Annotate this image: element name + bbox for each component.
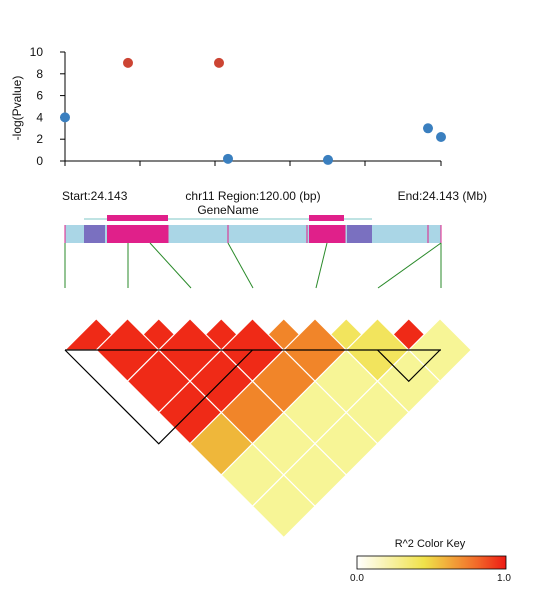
- ld-cell: [251, 474, 316, 539]
- start-label: Start:24.143: [62, 189, 128, 203]
- significant-snp-point: [123, 57, 133, 68]
- y-tick-label: 4: [36, 110, 43, 124]
- utr-block: [84, 225, 105, 243]
- gene-name-label: GeneName: [197, 203, 259, 217]
- color-key-bar: [356, 555, 507, 570]
- color-key-max-label: 1.0: [497, 573, 511, 584]
- gene-strand-marker-right: [309, 215, 344, 221]
- ld-block-outline: [377, 349, 441, 383]
- y-tick-label: 0: [36, 154, 43, 168]
- snp-point: [436, 132, 446, 143]
- snp-point: [423, 123, 433, 134]
- end-label: End:24.143 (Mb): [398, 189, 487, 203]
- snp-link-line: [149, 242, 192, 289]
- color-key-min-label: 0.0: [350, 573, 364, 584]
- gene-track: [64, 215, 442, 243]
- color-key-title: R^2 Color Key: [395, 538, 466, 550]
- y-tick-label: 2: [36, 132, 43, 146]
- x-ticks: [64, 161, 442, 166]
- gene-strand-marker: [107, 215, 168, 221]
- exon-block: [309, 225, 345, 243]
- y-ticks: 0 2 4 6 8 10: [30, 45, 65, 168]
- y-tick-label: 10: [30, 45, 44, 59]
- manhattan-plot: 0 2 4 6 8 10 -log(Pvalue): [10, 45, 446, 168]
- ld-block-outline: [64, 349, 253, 445]
- significant-snp-point: [214, 57, 224, 68]
- ld-border: [64, 349, 441, 445]
- y-tick-label: 6: [36, 89, 43, 103]
- snp-point: [323, 154, 333, 165]
- ld-heatmap: [95, 317, 473, 539]
- snp-position-ticks: [64, 225, 442, 243]
- snp-link-line: [315, 242, 328, 289]
- snp-link-lines: [64, 242, 442, 289]
- data-points: [60, 57, 446, 165]
- snp-point: [223, 153, 233, 164]
- utr-block: [347, 225, 372, 243]
- snp-point: [60, 112, 70, 123]
- exon-block: [107, 225, 168, 243]
- y-axis-label: -log(Pvalue): [10, 76, 24, 141]
- y-tick-label: 8: [36, 67, 43, 81]
- snp-link-line: [227, 242, 254, 289]
- region-label: chr11 Region:120.00 (bp): [185, 189, 320, 203]
- snp-link-line: [377, 242, 442, 289]
